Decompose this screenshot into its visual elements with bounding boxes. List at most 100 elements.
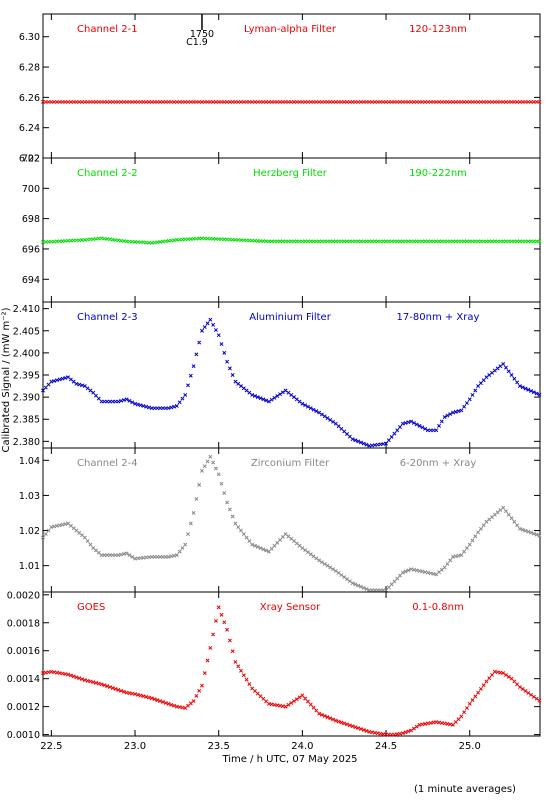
data-point — [253, 543, 257, 548]
data-point — [219, 612, 224, 617]
data-point — [177, 400, 182, 405]
data-point — [431, 571, 436, 576]
data-point — [403, 730, 408, 735]
data-point — [353, 725, 358, 730]
panel-5: 0.0010 0.0012 0.0014 0.0016 0.0018 0.0020 GOES… — [7, 590, 542, 741]
data-point — [317, 410, 322, 415]
data-point — [147, 405, 151, 410]
data-point — [247, 539, 252, 544]
data-point — [356, 726, 361, 731]
data-point — [80, 383, 84, 388]
data-point — [464, 546, 469, 551]
data-point — [406, 420, 411, 425]
data-point — [409, 567, 414, 572]
data-point — [297, 695, 302, 700]
y-tick-label: 702 — [22, 154, 40, 165]
data-point — [63, 522, 68, 527]
data-point — [420, 569, 425, 574]
data-point — [96, 396, 101, 401]
y-tick-label: 2.390 — [13, 393, 40, 404]
data-point — [225, 627, 230, 632]
data-point — [384, 588, 389, 593]
data-point — [119, 398, 124, 403]
data-point — [188, 521, 193, 526]
data-point — [476, 384, 481, 389]
data-point — [241, 673, 246, 678]
panel-filter-label: Zirconium Filter — [251, 458, 330, 469]
data-point — [529, 530, 534, 535]
data-point — [49, 669, 54, 674]
data-point — [506, 512, 511, 517]
data-point — [473, 388, 478, 393]
data-point — [336, 424, 341, 429]
data-point — [478, 526, 483, 531]
data-point — [222, 620, 227, 625]
data-point — [331, 567, 336, 572]
data-point — [453, 720, 458, 724]
data-point — [147, 695, 151, 700]
data-point — [529, 692, 534, 697]
event-class-label: C1.9 — [186, 37, 208, 48]
data-point — [478, 686, 483, 691]
y-tick-label: 6.24 — [19, 123, 40, 134]
data-point — [205, 459, 210, 464]
data-point — [255, 544, 260, 549]
data-point — [280, 390, 285, 395]
data-point — [258, 546, 263, 551]
data-point — [437, 720, 441, 725]
data-point — [253, 689, 257, 693]
y-tick-label: 0.0020 — [7, 590, 40, 601]
data-point — [269, 702, 274, 707]
data-point — [361, 727, 366, 732]
x-tick-label: 22.5 — [40, 741, 62, 752]
data-point — [364, 442, 369, 447]
data-point — [244, 677, 249, 682]
data-point — [172, 553, 177, 558]
data-point — [411, 726, 416, 731]
data-point — [400, 421, 405, 426]
data-point — [526, 387, 531, 392]
data-point — [498, 670, 503, 675]
data-point — [124, 551, 129, 556]
panel-band-label: 190-222nm — [409, 168, 467, 179]
data-point — [442, 565, 447, 570]
data-point — [191, 699, 196, 704]
data-point — [448, 558, 453, 563]
data-point — [216, 605, 221, 610]
data-point — [534, 391, 539, 396]
data-point — [400, 731, 405, 736]
data-point — [255, 395, 260, 400]
data-point — [269, 397, 274, 402]
data-point — [308, 406, 313, 411]
data-point — [428, 571, 433, 576]
data-point — [247, 682, 252, 686]
data-point — [439, 419, 444, 424]
data-point — [515, 682, 520, 687]
data-point — [453, 554, 458, 559]
data-point — [319, 412, 324, 417]
data-point — [467, 701, 472, 706]
data-point — [417, 568, 422, 573]
data-point — [306, 550, 310, 555]
data-point — [60, 376, 65, 381]
y-tick-label: 700 — [22, 184, 40, 195]
data-point — [188, 373, 193, 378]
data-point — [116, 399, 121, 404]
data-point — [308, 552, 313, 557]
data-point — [395, 428, 400, 433]
y-tick-label: 694 — [22, 275, 40, 286]
y-axis-label: Calibrated Signal / (mW m⁻²) — [1, 307, 12, 452]
data-point — [211, 460, 216, 465]
data-point — [325, 715, 330, 720]
data-point — [77, 382, 82, 387]
data-point — [149, 696, 154, 701]
panel-filter-label: Aluminium Filter — [249, 312, 332, 323]
data-point — [227, 366, 232, 371]
data-point — [233, 521, 238, 526]
data-point — [306, 404, 310, 409]
data-point — [258, 396, 263, 401]
data-point — [425, 721, 430, 726]
data-point — [82, 678, 87, 683]
data-point — [213, 618, 218, 623]
